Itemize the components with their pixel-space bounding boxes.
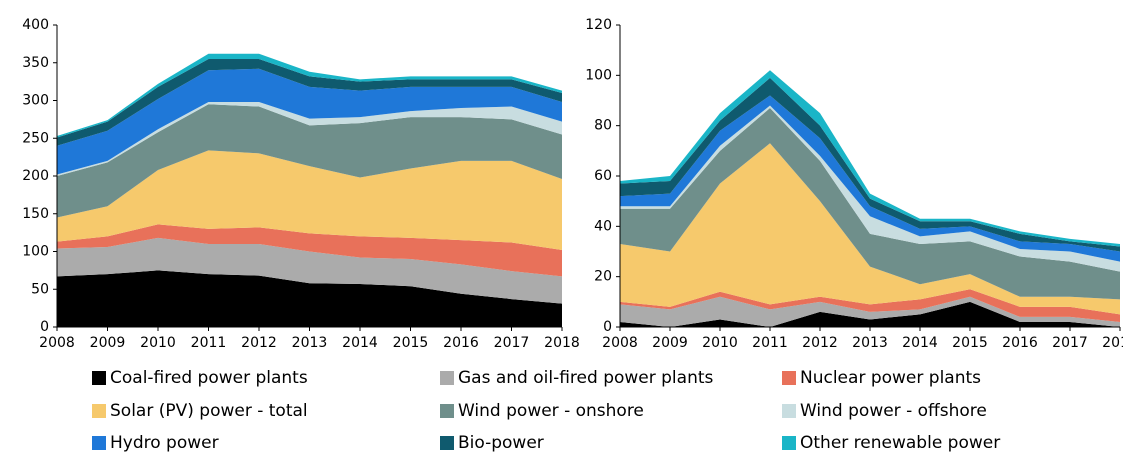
x-tick-label: 2017: [1052, 335, 1088, 351]
legend-label: Coal-fired power plants: [110, 368, 308, 388]
area: [57, 150, 562, 250]
x-tick-label: 2018: [1102, 335, 1123, 351]
x-tick-label: 2013: [852, 335, 888, 351]
area: [620, 95, 1120, 262]
y-tick-label: 0: [40, 319, 49, 335]
area: [57, 68, 562, 175]
x-tick-label: 2013: [292, 335, 328, 351]
x-tick-label: 2017: [494, 335, 530, 351]
x-tick-label: 2011: [752, 335, 788, 351]
x-tick-label: 2008: [39, 335, 75, 351]
x-tick-label: 2009: [90, 335, 126, 351]
legend-label: Wind power - offshore: [800, 401, 987, 421]
area: [57, 104, 562, 218]
legend-swatch: [782, 371, 796, 385]
area: [57, 270, 562, 327]
y-tick-label: 400: [22, 17, 49, 33]
y-tick-label: 300: [22, 93, 49, 109]
y-tick-label: 250: [22, 130, 49, 146]
legend-swatch: [782, 436, 796, 450]
area: [57, 102, 562, 176]
legend-swatch: [92, 371, 106, 385]
x-tick-label: 2014: [342, 335, 378, 351]
legend-label: Wind power - onshore: [458, 401, 644, 421]
legend-swatch: [92, 404, 106, 418]
y-tick-label: 120: [585, 17, 612, 33]
legend-swatch: [92, 436, 106, 450]
x-tick-label: 2018: [544, 335, 580, 351]
legend-label: Nuclear power plants: [800, 368, 981, 388]
y-tick-label: 150: [22, 206, 49, 222]
legend-label: Other renewable power: [800, 433, 1000, 453]
area: [620, 289, 1120, 322]
y-tick-label: 60: [594, 168, 612, 184]
area: [57, 58, 562, 146]
x-tick-label: 2009: [652, 335, 688, 351]
legend-swatch: [440, 371, 454, 385]
legend-swatch: [782, 404, 796, 418]
y-tick-label: 20: [594, 269, 612, 285]
area: [57, 237, 562, 304]
x-tick-label: 2015: [393, 335, 429, 351]
x-tick-label: 2014: [902, 335, 938, 351]
legend-label: Solar (PV) power - total: [110, 401, 308, 421]
area: [620, 108, 1120, 300]
area: [620, 301, 1120, 327]
y-tick-label: 350: [22, 55, 49, 71]
legend-swatch: [440, 404, 454, 418]
y-tick-label: 100: [585, 67, 612, 83]
area: [57, 224, 562, 277]
x-tick-label: 2016: [1002, 335, 1038, 351]
y-tick-label: 200: [22, 168, 49, 184]
x-tick-label: 2010: [140, 335, 176, 351]
area: [620, 105, 1120, 272]
y-tick-label: 100: [22, 244, 49, 260]
x-tick-label: 2008: [602, 335, 638, 351]
y-tick-label: 40: [594, 218, 612, 234]
x-tick-label: 2012: [802, 335, 838, 351]
y-tick-label: 80: [594, 118, 612, 134]
y-tick-label: 0: [603, 319, 612, 335]
x-tick-label: 2012: [241, 335, 277, 351]
legend-label: Gas and oil-fired power plants: [458, 368, 714, 388]
legend-label: Hydro power: [110, 433, 219, 453]
x-tick-label: 2015: [952, 335, 988, 351]
x-tick-label: 2011: [191, 335, 227, 351]
x-tick-label: 2016: [443, 335, 479, 351]
legend-swatch: [440, 436, 454, 450]
y-tick-label: 50: [31, 281, 49, 297]
x-tick-label: 2010: [702, 335, 738, 351]
legend-label: Bio-power: [458, 433, 544, 453]
area: [620, 143, 1120, 315]
